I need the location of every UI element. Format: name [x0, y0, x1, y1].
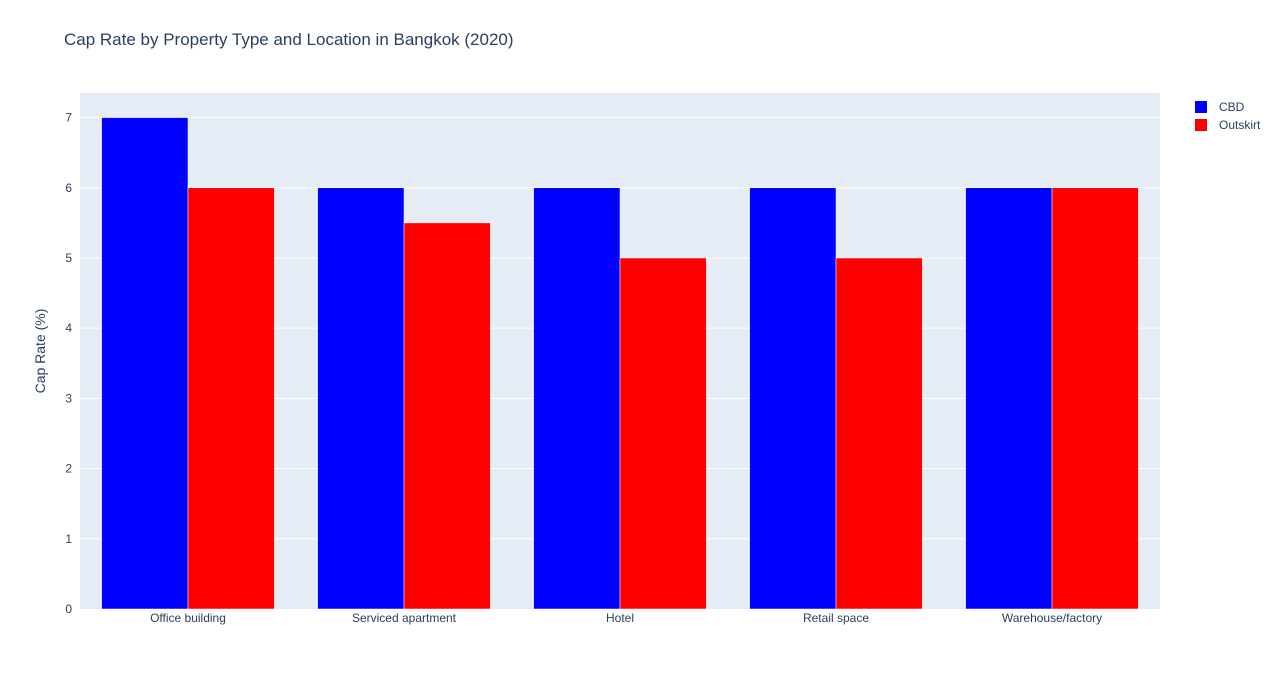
bar-outskirt-1[interactable] — [403, 222, 491, 610]
y-tick-label: 1 — [65, 532, 72, 546]
y-tick-label: 7 — [65, 111, 72, 125]
x-tick-label: Hotel — [606, 611, 634, 625]
bar-cbd-0[interactable] — [101, 117, 189, 610]
bar-cbd-1[interactable] — [317, 187, 405, 610]
y-tick-label: 0 — [65, 602, 72, 616]
x-tick-label: Retail space — [803, 611, 869, 625]
x-tick-label: Office building — [150, 611, 226, 625]
y-tick-label: 5 — [65, 251, 72, 265]
bar-cbd-4[interactable] — [965, 187, 1053, 610]
legend-item-outskirt[interactable]: Outskirt — [1195, 116, 1260, 134]
bar-outskirt-4[interactable] — [1051, 187, 1139, 610]
chart-title: Cap Rate by Property Type and Location i… — [64, 30, 514, 49]
y-tick-label: 3 — [65, 391, 72, 405]
x-tick-label: Serviced apartment — [352, 611, 457, 625]
y-tick-label: 2 — [65, 462, 72, 476]
legend-swatch-outskirt — [1195, 119, 1207, 131]
bars — [101, 117, 1139, 610]
legend-label-outskirt: Outskirt — [1219, 118, 1261, 132]
x-axis-ticks: Office building Serviced apartment Hotel Re… — [150, 611, 1102, 625]
y-axis-ticks: 0 1 2 3 4 5 6 7 — [65, 111, 72, 616]
x-tick-label: Warehouse/factory — [1002, 611, 1102, 625]
bar-outskirt-2[interactable] — [619, 257, 707, 610]
legend-item-cbd[interactable]: CBD — [1195, 98, 1260, 116]
bar-outskirt-3[interactable] — [835, 257, 923, 610]
bar-cbd-3[interactable] — [749, 187, 837, 610]
legend-label-cbd: CBD — [1219, 100, 1245, 114]
y-tick-label: 6 — [65, 181, 72, 195]
legend[interactable]: CBD Outskirt — [1195, 98, 1260, 134]
bar-outskirt-0[interactable] — [187, 187, 275, 610]
y-tick-label: 4 — [65, 321, 72, 335]
y-axis-title: Cap Rate (%) — [32, 309, 48, 394]
legend-swatch-cbd — [1195, 101, 1207, 113]
bar-cbd-2[interactable] — [533, 187, 621, 610]
